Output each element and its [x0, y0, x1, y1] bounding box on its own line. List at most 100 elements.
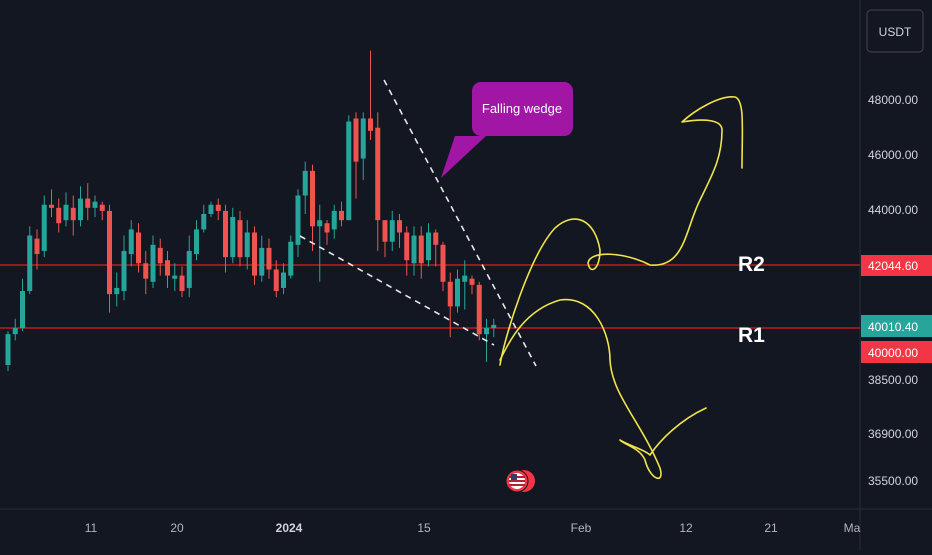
candle-body: [339, 210, 344, 221]
candle-body: [92, 201, 98, 208]
y-tick-48000: 48000.00: [868, 93, 918, 107]
candle: [5, 331, 11, 372]
candle-body: [397, 220, 402, 233]
bullish-projection-path[interactable]: [499, 96, 744, 366]
wedge-upper-trendline[interactable]: [383, 79, 537, 367]
candle-body: [389, 220, 395, 242]
economic-events-marker[interactable]: [505, 469, 535, 493]
candle-body: [418, 235, 424, 264]
candle-body: [12, 328, 18, 335]
candle-body: [252, 232, 257, 276]
candle: [411, 226, 417, 276]
candle-body: [440, 244, 446, 282]
candle: [114, 272, 120, 307]
x-tick-feb: Feb: [571, 521, 592, 535]
candle-body: [411, 235, 417, 264]
y-tick-35500: 35500.00: [868, 474, 918, 488]
candle: [455, 269, 460, 313]
x-tick-21: 21: [764, 521, 778, 535]
price-badge-last-text: 40010.40: [868, 320, 918, 334]
candle: [63, 192, 69, 227]
y-tick-38500: 38500.00: [868, 373, 918, 387]
candle: [389, 210, 395, 251]
candle-body: [288, 241, 294, 276]
candle: [92, 195, 98, 218]
candle: [194, 220, 199, 261]
candle-body: [237, 220, 243, 258]
candle-body: [295, 195, 301, 245]
time-axis[interactable]: 11 20 2024 15 Feb 12 21 Ma: [85, 521, 861, 535]
candle: [244, 220, 250, 270]
y-tick-46000: 46000.00: [868, 148, 918, 162]
candle-body: [346, 121, 352, 221]
candle-body: [382, 220, 388, 242]
bearish-projection-path[interactable]: [499, 298, 707, 480]
candle: [107, 204, 112, 313]
y-tick-44000: 44000.00: [868, 203, 918, 217]
candle-body: [324, 223, 330, 233]
candle-body: [157, 247, 163, 264]
candle: [49, 189, 54, 218]
candle-body: [85, 198, 91, 208]
r1-label: R1: [738, 324, 765, 347]
currency-label: USDT: [879, 25, 912, 39]
candle: [223, 204, 228, 273]
candle-body: [302, 170, 308, 196]
candle: [172, 263, 178, 292]
candle: [346, 115, 352, 221]
candle-body: [331, 210, 337, 230]
candle-body: [34, 238, 40, 255]
candle: [469, 275, 475, 295]
candle-body: [360, 118, 366, 159]
candle-body: [99, 204, 105, 211]
candle-body: [404, 232, 410, 261]
candle: [157, 238, 163, 276]
candle: [121, 235, 127, 301]
r2-label: R2: [738, 253, 765, 276]
candle-body: [107, 210, 112, 295]
candle-body: [426, 232, 431, 261]
candle: [143, 250, 149, 295]
price-axis[interactable]: 48000.00 46000.00 44000.00 38500.00 3690…: [868, 93, 918, 488]
candle: [230, 207, 236, 264]
price-badge-last: 40010.40: [861, 315, 932, 337]
wedge-lower-trendline[interactable]: [299, 235, 495, 346]
x-tick-11: 11: [85, 521, 98, 535]
callout-text: Falling wedge: [482, 101, 562, 116]
candle-body: [433, 232, 439, 245]
candle: [85, 183, 91, 221]
candle-body: [165, 260, 170, 276]
candle-body: [223, 210, 228, 258]
candle-body: [70, 207, 76, 221]
falling-wedge-callout[interactable]: Falling wedge: [441, 82, 573, 178]
candle-body: [114, 287, 120, 295]
candle-body: [63, 204, 69, 221]
y-tick-36900: 36900.00: [868, 427, 918, 441]
candle-body: [208, 204, 214, 214]
candle-body: [201, 213, 207, 230]
candle-body: [56, 207, 62, 224]
candle: [41, 195, 47, 258]
x-tick-ma: Ma: [844, 521, 861, 535]
candle: [404, 226, 410, 276]
price-badge-r2: 42044.60: [861, 255, 932, 276]
candle-body: [172, 275, 178, 279]
candle-body: [484, 328, 489, 335]
candle-body: [136, 232, 141, 264]
callout-box: [472, 82, 573, 136]
candle-body: [266, 247, 272, 270]
candle-body: [447, 281, 453, 307]
candle-body: [121, 250, 127, 292]
candle: [331, 204, 337, 239]
candle: [368, 50, 373, 141]
candle-body: [273, 269, 279, 292]
candle: [281, 263, 286, 295]
candle: [266, 238, 272, 279]
candle-body: [41, 204, 47, 251]
candle: [353, 112, 359, 199]
currency-button[interactable]: USDT: [866, 9, 924, 53]
candle: [440, 241, 446, 292]
